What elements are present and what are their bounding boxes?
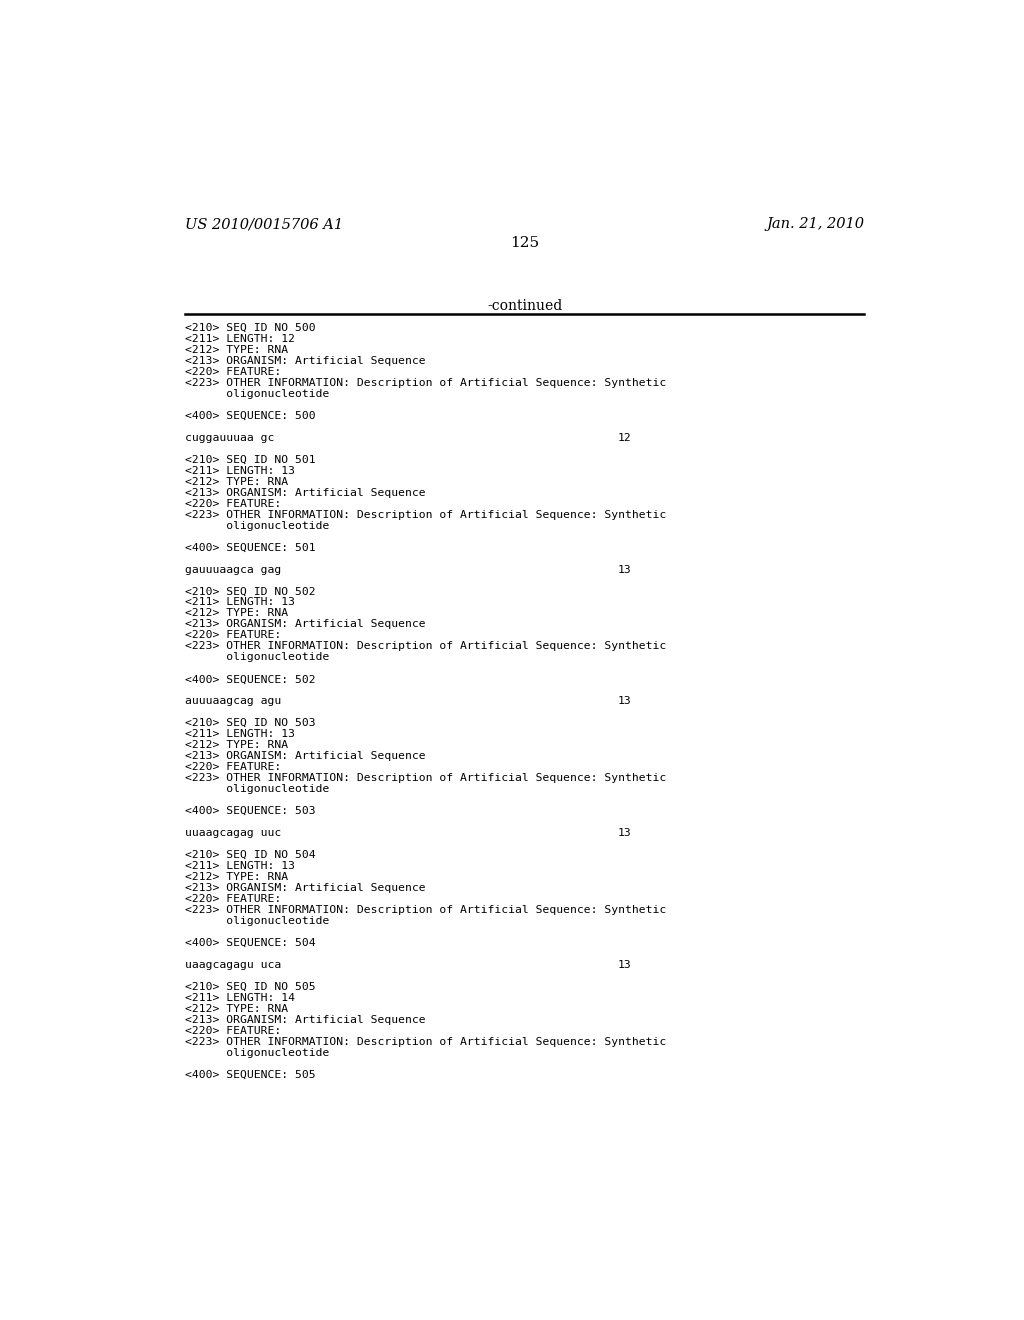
Text: uuaagcagag uuc: uuaagcagag uuc (185, 828, 282, 838)
Text: oligonucleotide: oligonucleotide (185, 389, 330, 399)
Text: <211> LENGTH: 13: <211> LENGTH: 13 (185, 598, 295, 607)
Text: <223> OTHER INFORMATION: Description of Artificial Sequence: Synthetic: <223> OTHER INFORMATION: Description of … (185, 774, 667, 783)
Text: gauuuaagca gag: gauuuaagca gag (185, 565, 282, 574)
Text: <213> ORGANISM: Artificial Sequence: <213> ORGANISM: Artificial Sequence (185, 1015, 426, 1024)
Text: <223> OTHER INFORMATION: Description of Artificial Sequence: Synthetic: <223> OTHER INFORMATION: Description of … (185, 642, 667, 651)
Text: auuuaagcag agu: auuuaagcag agu (185, 696, 282, 706)
Text: <212> TYPE: RNA: <212> TYPE: RNA (185, 345, 289, 355)
Text: oligonucleotide: oligonucleotide (185, 784, 330, 795)
Text: <220> FEATURE:: <220> FEATURE: (185, 367, 282, 378)
Text: <400> SEQUENCE: 503: <400> SEQUENCE: 503 (185, 807, 315, 816)
Text: <210> SEQ ID NO 502: <210> SEQ ID NO 502 (185, 586, 315, 597)
Text: oligonucleotide: oligonucleotide (185, 652, 330, 663)
Text: oligonucleotide: oligonucleotide (185, 520, 330, 531)
Text: <220> FEATURE:: <220> FEATURE: (185, 1026, 282, 1036)
Text: 12: 12 (617, 433, 632, 442)
Text: <220> FEATURE:: <220> FEATURE: (185, 894, 282, 904)
Text: 13: 13 (617, 960, 632, 970)
Text: <212> TYPE: RNA: <212> TYPE: RNA (185, 1003, 289, 1014)
Text: <210> SEQ ID NO 505: <210> SEQ ID NO 505 (185, 982, 315, 991)
Text: <211> LENGTH: 12: <211> LENGTH: 12 (185, 334, 295, 345)
Text: <223> OTHER INFORMATION: Description of Artificial Sequence: Synthetic: <223> OTHER INFORMATION: Description of … (185, 378, 667, 388)
Text: <213> ORGANISM: Artificial Sequence: <213> ORGANISM: Artificial Sequence (185, 751, 426, 762)
Text: oligonucleotide: oligonucleotide (185, 916, 330, 925)
Text: Jan. 21, 2010: Jan. 21, 2010 (766, 218, 864, 231)
Text: 13: 13 (617, 828, 632, 838)
Text: <213> ORGANISM: Artificial Sequence: <213> ORGANISM: Artificial Sequence (185, 487, 426, 498)
Text: 13: 13 (617, 696, 632, 706)
Text: <400> SEQUENCE: 501: <400> SEQUENCE: 501 (185, 543, 315, 553)
Text: <213> ORGANISM: Artificial Sequence: <213> ORGANISM: Artificial Sequence (185, 883, 426, 892)
Text: <212> TYPE: RNA: <212> TYPE: RNA (185, 609, 289, 619)
Text: <213> ORGANISM: Artificial Sequence: <213> ORGANISM: Artificial Sequence (185, 619, 426, 630)
Text: <400> SEQUENCE: 500: <400> SEQUENCE: 500 (185, 411, 315, 421)
Text: -continued: -continued (487, 298, 562, 313)
Text: <220> FEATURE:: <220> FEATURE: (185, 499, 282, 508)
Text: <223> OTHER INFORMATION: Description of Artificial Sequence: Synthetic: <223> OTHER INFORMATION: Description of … (185, 904, 667, 915)
Text: <211> LENGTH: 13: <211> LENGTH: 13 (185, 729, 295, 739)
Text: 125: 125 (510, 236, 540, 249)
Text: <210> SEQ ID NO 501: <210> SEQ ID NO 501 (185, 455, 315, 465)
Text: <400> SEQUENCE: 505: <400> SEQUENCE: 505 (185, 1069, 315, 1080)
Text: <210> SEQ ID NO 503: <210> SEQ ID NO 503 (185, 718, 315, 729)
Text: uaagcagagu uca: uaagcagagu uca (185, 960, 282, 970)
Text: <211> LENGTH: 14: <211> LENGTH: 14 (185, 993, 295, 1003)
Text: <400> SEQUENCE: 504: <400> SEQUENCE: 504 (185, 937, 315, 948)
Text: cuggauuuaa gc: cuggauuuaa gc (185, 433, 274, 442)
Text: <220> FEATURE:: <220> FEATURE: (185, 762, 282, 772)
Text: oligonucleotide: oligonucleotide (185, 1048, 330, 1057)
Text: 13: 13 (617, 565, 632, 574)
Text: US 2010/0015706 A1: US 2010/0015706 A1 (185, 218, 343, 231)
Text: <210> SEQ ID NO 504: <210> SEQ ID NO 504 (185, 850, 315, 859)
Text: <400> SEQUENCE: 502: <400> SEQUENCE: 502 (185, 675, 315, 684)
Text: <220> FEATURE:: <220> FEATURE: (185, 631, 282, 640)
Text: <223> OTHER INFORMATION: Description of Artificial Sequence: Synthetic: <223> OTHER INFORMATION: Description of … (185, 1036, 667, 1047)
Text: <212> TYPE: RNA: <212> TYPE: RNA (185, 477, 289, 487)
Text: <212> TYPE: RNA: <212> TYPE: RNA (185, 873, 289, 882)
Text: <213> ORGANISM: Artificial Sequence: <213> ORGANISM: Artificial Sequence (185, 356, 426, 366)
Text: <210> SEQ ID NO 500: <210> SEQ ID NO 500 (185, 323, 315, 333)
Text: <211> LENGTH: 13: <211> LENGTH: 13 (185, 466, 295, 475)
Text: <212> TYPE: RNA: <212> TYPE: RNA (185, 741, 289, 750)
Text: <211> LENGTH: 13: <211> LENGTH: 13 (185, 861, 295, 871)
Text: <223> OTHER INFORMATION: Description of Artificial Sequence: Synthetic: <223> OTHER INFORMATION: Description of … (185, 510, 667, 520)
